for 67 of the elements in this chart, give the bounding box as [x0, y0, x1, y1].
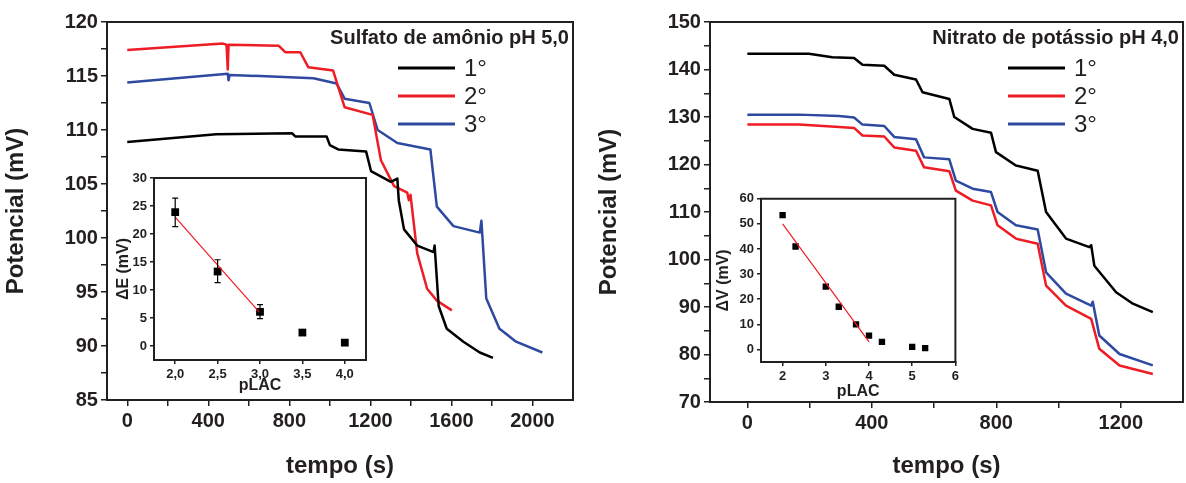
y-tick-label: 40: [739, 240, 754, 256]
y-tick-label: 150: [667, 9, 701, 32]
legend-label: 2°: [1074, 81, 1097, 109]
y-tick-label: 115: [65, 63, 98, 86]
y-tick-label: 120: [667, 152, 701, 175]
x-tick-label: 2000: [510, 408, 555, 431]
legend-label: 3°: [464, 109, 487, 137]
y-tick-label: 90: [678, 294, 701, 317]
y-tick-label: 110: [668, 199, 701, 222]
y-axis-title: ΔE (mV): [114, 237, 132, 301]
y-tick-label: 20: [739, 290, 754, 306]
y-tick-label: 60: [739, 190, 754, 206]
y-axis-title: Potencial (mV): [1, 127, 29, 295]
y-tick-label: 25: [132, 197, 147, 213]
x-tick-label: 4,0: [335, 366, 354, 382]
x-tick-label: 3,5: [293, 366, 312, 382]
legend-label: 2°: [464, 81, 487, 109]
y-tick-label: 10: [132, 281, 147, 297]
chart-title: Nitrato de potássio pH 4,0: [932, 25, 1179, 48]
x-tick-label: 3: [822, 368, 830, 384]
legend-label: 3°: [1074, 109, 1097, 137]
y-tick-label: 80: [678, 342, 701, 365]
y-tick-label: 140: [667, 57, 701, 80]
y-tick-label: 30: [132, 169, 147, 185]
point: [779, 211, 786, 219]
x-axis-title: tempo (s): [286, 451, 394, 479]
point: [340, 338, 349, 347]
x-tick-label: 1200: [1098, 410, 1144, 433]
y-tick-label: 20: [132, 225, 147, 241]
x-tick-label: 2: [778, 368, 787, 384]
y-tick-label: 90: [75, 333, 98, 356]
x-tick-label: 5: [908, 368, 916, 384]
legend-label: 1°: [464, 53, 487, 81]
y-tick-label: 30: [739, 265, 754, 281]
x-axis-title: tempo (s): [892, 451, 1001, 479]
y-tick-label: 105: [64, 171, 98, 194]
x-axis-title: pLAC: [836, 381, 880, 399]
y-tick-label: 110: [65, 117, 98, 140]
y-tick-label: 0: [139, 337, 147, 353]
x-tick-label: 1200: [348, 408, 393, 431]
point: [865, 332, 873, 339]
x-tick-label: 2,5: [208, 366, 227, 382]
chart-title: Sulfato de amônio pH 5,0: [330, 25, 569, 48]
y-axis-title: ΔV (mV): [714, 249, 732, 312]
y-tick-label: 100: [667, 247, 701, 270]
legend-label: 1°: [1074, 53, 1097, 81]
y-tick-label: 95: [75, 279, 98, 302]
x-tick-label: 400: [855, 410, 889, 433]
y-tick-label: 120: [64, 9, 98, 32]
y-tick-label: 100: [64, 225, 98, 248]
x-tick-label: 1600: [429, 408, 474, 431]
y-tick-label: 5: [139, 309, 147, 325]
y-tick-label: 50: [739, 215, 754, 231]
x-tick-label: 6: [951, 368, 959, 384]
point: [171, 208, 180, 217]
x-tick-label: 2,0: [166, 366, 185, 382]
x-tick-label: 400: [191, 408, 225, 431]
x-tick-label: 800: [272, 408, 307, 431]
y-tick-label: 15: [132, 253, 147, 269]
y-tick-label: 10: [739, 315, 754, 331]
y-tick-label: 0: [746, 341, 754, 357]
x-tick-label: 800: [979, 410, 1013, 433]
y-tick-label: 70: [678, 389, 701, 412]
y-axis-title: Potencial (mV): [594, 128, 622, 296]
y-tick-label: 85: [75, 387, 98, 410]
x-tick-label: 4: [865, 368, 874, 384]
y-tick-label: 130: [667, 104, 701, 127]
